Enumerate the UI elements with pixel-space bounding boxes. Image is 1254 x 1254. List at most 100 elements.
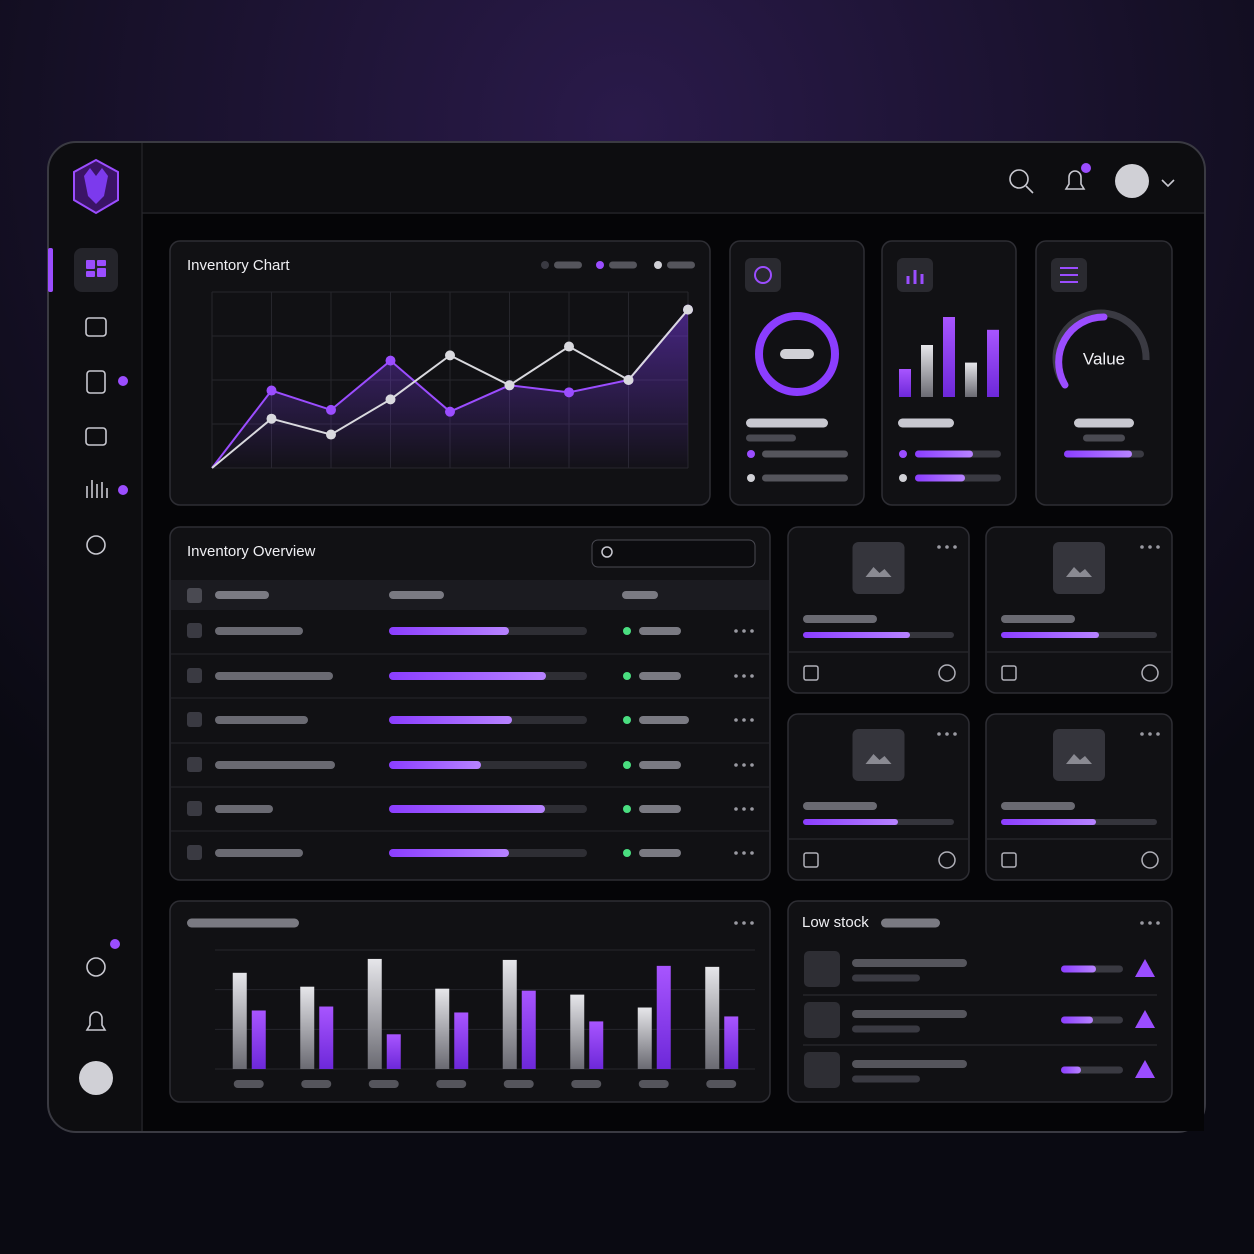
checkbox[interactable] — [187, 623, 202, 638]
placeholder — [1001, 819, 1096, 825]
thumbnail — [1053, 542, 1105, 594]
placeholder — [639, 761, 681, 769]
more-menu[interactable] — [750, 807, 754, 811]
more-menu[interactable] — [937, 545, 941, 549]
thumbnail — [804, 1002, 840, 1038]
nav-notifications[interactable] — [85, 1011, 107, 1031]
more-menu[interactable] — [750, 718, 754, 722]
more-menu[interactable] — [742, 763, 746, 767]
more-menu[interactable] — [1140, 921, 1144, 925]
user-avatar[interactable] — [79, 1061, 113, 1095]
icon-glyph — [906, 270, 924, 284]
open-link[interactable] — [1001, 665, 1017, 681]
badge — [118, 376, 128, 386]
header-avatar[interactable] — [1115, 164, 1149, 198]
more-menu[interactable] — [750, 851, 754, 855]
nav-settings[interactable] — [86, 535, 106, 555]
more-menu[interactable] — [742, 851, 746, 855]
info-button[interactable] — [938, 664, 956, 682]
nav-products[interactable] — [85, 317, 107, 337]
gauge-fill — [1055, 313, 1108, 389]
badge — [1081, 163, 1091, 173]
more-menu[interactable] — [750, 674, 754, 678]
more-menu[interactable] — [742, 629, 746, 633]
image-glyph — [1066, 567, 1092, 577]
placeholder — [852, 1025, 920, 1033]
more-menu[interactable] — [1156, 732, 1160, 736]
more-menu[interactable] — [1140, 732, 1144, 736]
image-glyph — [1066, 754, 1092, 764]
checkbox[interactable] — [187, 845, 202, 860]
point — [564, 341, 574, 352]
more-menu[interactable] — [1156, 921, 1160, 925]
placeholder — [215, 761, 335, 769]
open-link[interactable] — [803, 665, 819, 681]
info-button[interactable] — [938, 851, 956, 869]
more-menu[interactable] — [953, 732, 957, 736]
more-menu[interactable] — [742, 921, 746, 925]
search-button[interactable] — [1009, 169, 1029, 189]
more-menu[interactable] — [750, 921, 754, 925]
more-menu[interactable] — [945, 732, 949, 736]
donut — [755, 312, 839, 396]
placeholder — [215, 716, 308, 724]
more-menu[interactable] — [1156, 545, 1160, 549]
dashboard-icon — [86, 260, 106, 277]
more-menu[interactable] — [1148, 545, 1152, 549]
nav-folders[interactable] — [85, 427, 107, 446]
open-link[interactable] — [1001, 852, 1017, 868]
card-icon — [745, 258, 781, 292]
placeholder — [187, 918, 299, 928]
point — [266, 385, 277, 396]
more-menu[interactable] — [734, 921, 738, 925]
more-menu[interactable] — [734, 629, 738, 633]
bar — [232, 972, 247, 1069]
stat-card — [1035, 240, 1173, 506]
checkbox[interactable] — [187, 757, 202, 772]
more-menu[interactable] — [734, 807, 738, 811]
placeholder — [389, 805, 545, 813]
thumbnail — [804, 1052, 840, 1088]
more-menu[interactable] — [750, 763, 754, 767]
open-link[interactable] — [803, 852, 819, 868]
more-menu[interactable] — [945, 545, 949, 549]
nav-reports[interactable] — [86, 480, 108, 498]
info-button[interactable] — [1141, 664, 1159, 682]
warning-icon — [1135, 959, 1155, 977]
more-menu[interactable] — [734, 674, 738, 678]
search-input[interactable] — [591, 539, 756, 568]
more-menu[interactable] — [750, 629, 754, 633]
checkbox[interactable] — [187, 801, 202, 816]
more-menu[interactable] — [734, 851, 738, 855]
checkbox[interactable] — [187, 712, 202, 727]
more-menu[interactable] — [742, 674, 746, 678]
point — [385, 355, 396, 366]
nav-active[interactable] — [74, 248, 118, 292]
status-dot — [623, 849, 631, 857]
more-menu[interactable] — [953, 545, 957, 549]
more-menu[interactable] — [734, 718, 738, 722]
placeholder — [503, 1080, 534, 1088]
placeholder — [389, 849, 509, 857]
placeholder — [215, 591, 269, 599]
table-header — [171, 580, 769, 610]
more-menu[interactable] — [1148, 921, 1152, 925]
placeholder — [215, 805, 273, 813]
checkbox[interactable] — [187, 668, 202, 683]
account-menu[interactable] — [1161, 179, 1175, 188]
more-menu[interactable] — [937, 732, 941, 736]
more-menu[interactable] — [742, 718, 746, 722]
placeholder — [389, 672, 546, 680]
more-menu[interactable] — [742, 807, 746, 811]
header-icons[interactable] — [1025, 170, 1086, 194]
nav-preferences[interactable] — [86, 957, 106, 977]
info-button[interactable] — [1141, 851, 1159, 869]
placeholder — [639, 627, 681, 635]
checkbox[interactable] — [187, 588, 202, 603]
placeholder — [852, 1060, 967, 1068]
more-menu[interactable] — [1148, 732, 1152, 736]
more-menu[interactable] — [734, 763, 738, 767]
logo-mark — [84, 168, 108, 204]
nav-orders[interactable] — [86, 370, 106, 394]
more-menu[interactable] — [1140, 545, 1144, 549]
